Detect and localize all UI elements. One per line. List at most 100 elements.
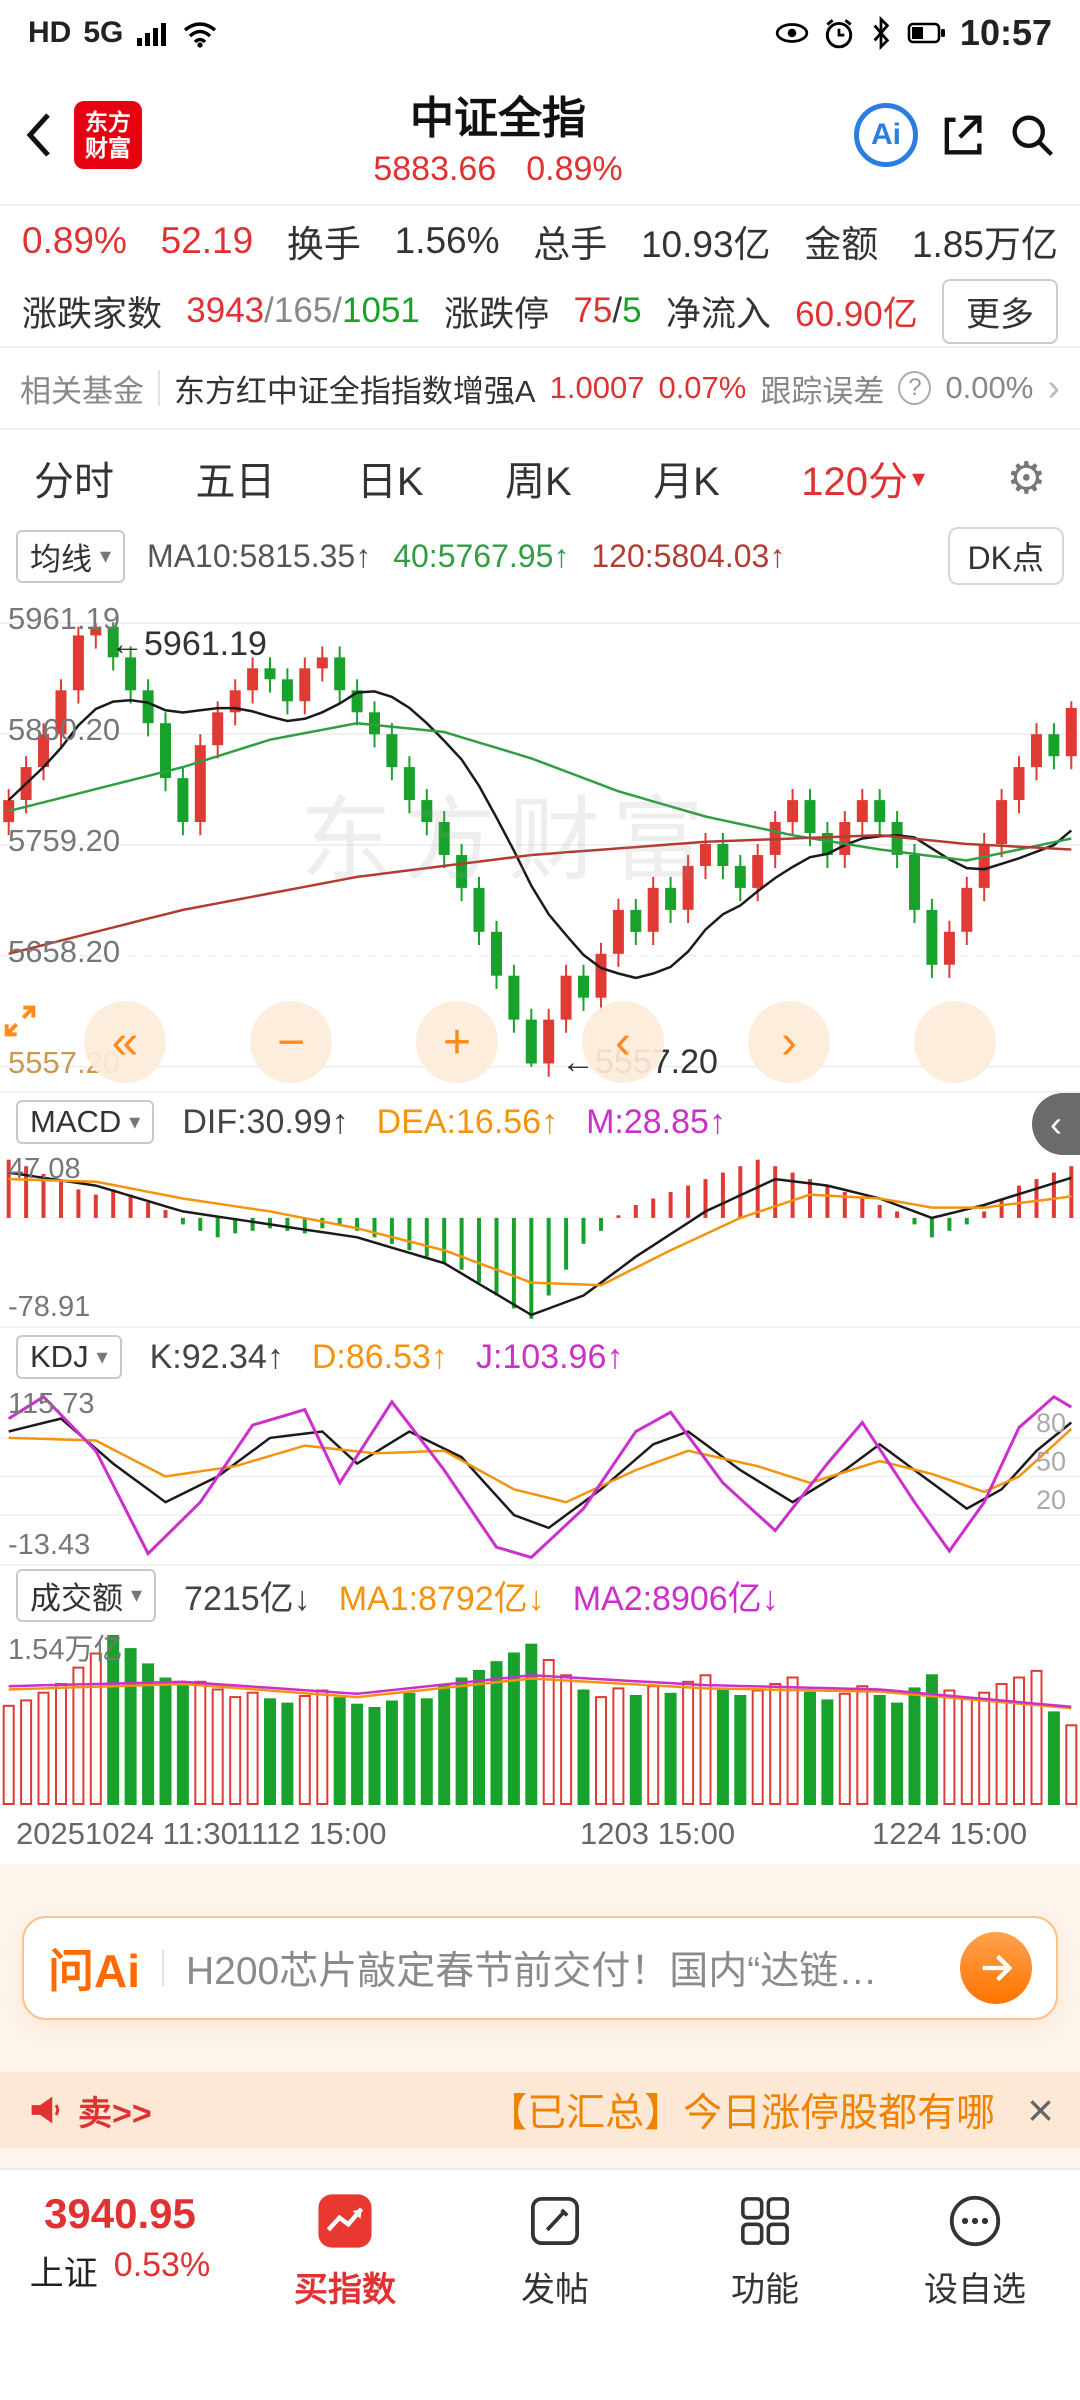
adv-dec-values: 3943/165/1051 bbox=[186, 291, 420, 330]
caret-down-icon: ▾ bbox=[912, 462, 926, 493]
close-icon[interactable]: × bbox=[1027, 2084, 1054, 2136]
candlestick-svg[interactable]: ←5961.19←5557.20 bbox=[0, 586, 1080, 1091]
tab-rik[interactable]: 日K bbox=[356, 460, 424, 504]
dk-point-button[interactable]: DK点 bbox=[947, 527, 1064, 585]
divider bbox=[162, 1950, 164, 1986]
stats-row-1: 0.89% 52.19 换手 1.56% 总手 10.93亿 金额 1.85万亿 bbox=[0, 206, 1080, 276]
index-pct: 0.53% bbox=[113, 2246, 211, 2284]
stats-row-2: 涨跌家数 3943/165/1051 涨跌停 75/5 净流入 60.90亿 更… bbox=[0, 276, 1080, 346]
search-icon[interactable] bbox=[1006, 109, 1058, 161]
tab-zhouk[interactable]: 周K bbox=[505, 460, 572, 504]
macd-max-label: 47.08 bbox=[8, 1153, 81, 1185]
help-icon[interactable]: ? bbox=[898, 371, 932, 405]
x-label-2: 1112 15:00 bbox=[236, 1816, 387, 1851]
svg-text:←5961.19: ←5961.19 bbox=[110, 625, 267, 663]
inflow-value: 60.90亿 bbox=[795, 294, 918, 334]
nav-index-summary[interactable]: 3940.95 上证 0.53% bbox=[0, 2190, 240, 2295]
j-value: J:103.96↑ bbox=[475, 1337, 624, 1376]
volume-selector[interactable]: 成交额 ▾ bbox=[16, 1568, 157, 1622]
back-icon[interactable] bbox=[22, 107, 56, 163]
chevron-right-icon: › bbox=[1047, 366, 1060, 409]
candlestick-chart[interactable]: 东方财富 ←5961.19←5557.20 5961.195860.205759… bbox=[0, 586, 1080, 1091]
share-icon[interactable] bbox=[936, 109, 988, 161]
bottom-navigation: 3940.95 上证 0.53% 买指数 发帖 功能 设自选 bbox=[0, 2168, 1080, 2386]
title-block: 中证全指 5883.66 0.89% bbox=[160, 82, 836, 189]
hd-indicator: HD bbox=[28, 16, 72, 49]
arrow-right-icon[interactable] bbox=[960, 1932, 1032, 2004]
collapse-panel-button[interactable]: ‹ bbox=[1032, 1093, 1080, 1155]
y-axis-tick: 5860.20 bbox=[8, 711, 121, 747]
fund-pct: 0.07% bbox=[658, 370, 747, 405]
k-value: K:92.34↑ bbox=[149, 1337, 284, 1376]
divider bbox=[158, 370, 160, 406]
turnover-value: 1.56% bbox=[394, 220, 500, 261]
lower-section: 问Ai H200芯片敲定春节前交付！国内“达链… 卖>> 【已汇总】今日涨停股都… bbox=[0, 1864, 1080, 2168]
volume-header: 成交额 ▾ 7215亿↓ MA1:8792亿↓ MA2:8906亿↓ bbox=[0, 1564, 1080, 1624]
macd-svg[interactable] bbox=[0, 1151, 1080, 1326]
x-label-1: 20251024 11:30 bbox=[16, 1816, 238, 1851]
ma-indicator-bar: 均线 ▾ MA10:5815.35↑ 40:5767.95↑ 120:5804.0… bbox=[0, 526, 1080, 586]
battery-icon bbox=[907, 22, 945, 44]
nav-item-functions[interactable]: 功能 bbox=[660, 2190, 870, 2311]
zoom-in-button[interactable]: + bbox=[416, 1001, 498, 1083]
eye-icon bbox=[775, 23, 809, 43]
tab-wuri[interactable]: 五日 bbox=[195, 460, 276, 504]
dea-value: DEA:16.56↑ bbox=[376, 1102, 559, 1141]
scroll-right-button[interactable]: › bbox=[748, 1001, 830, 1083]
index-name: 上证 bbox=[29, 2255, 98, 2293]
nav-item-post[interactable]: 发帖 bbox=[450, 2190, 660, 2311]
kdj-min-label: -13.43 bbox=[8, 1529, 91, 1561]
related-fund-row[interactable]: 相关基金 东方红中证全指指数增强A 1.0007 0.07% 跟踪误差 ? 0.… bbox=[0, 346, 1080, 430]
tab-fenshi[interactable]: 分时 bbox=[34, 460, 114, 504]
change-amount: 52.19 bbox=[160, 220, 254, 261]
period-tabs: 分时 五日 日K 周K 月K 120分 ▾ ⚙ bbox=[0, 430, 1080, 526]
kdj-selector[interactable]: KDJ ▾ bbox=[16, 1335, 122, 1379]
kdj-chart[interactable]: 80 50 20 115.73 -13.43 bbox=[0, 1386, 1080, 1564]
tab-120min-active[interactable]: 120分 ▾ bbox=[801, 460, 926, 504]
volume-total: 7215亿↓ bbox=[184, 1579, 311, 1618]
ai-button[interactable]: Ai bbox=[854, 103, 918, 167]
volume-chart[interactable]: 1.54万亿 bbox=[0, 1624, 1080, 1808]
kdj-svg[interactable]: 80 50 20 bbox=[0, 1386, 1080, 1564]
scroll-left-button[interactable]: ‹ bbox=[582, 1001, 664, 1083]
macd-min-label: -78.91 bbox=[8, 1291, 91, 1323]
eastmoney-logo[interactable]: 东方 财富 bbox=[74, 101, 142, 169]
macd-header: MACD ▾ DIF:30.99↑ DEA:16.56↑ M:28.85↑ ‹ bbox=[0, 1091, 1080, 1155]
y-axis-tick: 5961.19 bbox=[8, 601, 121, 637]
macd-selector[interactable]: MACD ▾ bbox=[16, 1100, 155, 1144]
volume-svg[interactable] bbox=[0, 1624, 1080, 1808]
macd-chart[interactable]: 47.08 -78.91 bbox=[0, 1151, 1080, 1326]
tab-yuek[interactable]: 月K bbox=[653, 460, 720, 504]
ask-ai-banner[interactable]: 问Ai H200芯片敲定春节前交付！国内“达链… bbox=[22, 1916, 1058, 2020]
fund-name: 东方红中证全指指数增强A bbox=[173, 373, 536, 409]
watchlist-icon bbox=[949, 2195, 1001, 2247]
amount-value: 1.85万亿 bbox=[911, 224, 1058, 265]
ask-ai-text: H200芯片敲定春节前交付！国内“达链… bbox=[186, 1950, 878, 1993]
ma-selector[interactable]: 均线 ▾ bbox=[16, 529, 126, 583]
fullscreen-icon[interactable] bbox=[4, 1001, 996, 1083]
nav-item-watchlist[interactable]: 设自选 bbox=[870, 2190, 1080, 2311]
alarm-clock-icon bbox=[825, 19, 853, 49]
bluetooth-icon bbox=[873, 16, 890, 50]
gear-icon[interactable]: ⚙ bbox=[1006, 453, 1046, 503]
post-icon bbox=[530, 2196, 580, 2246]
more-button[interactable]: 更多 bbox=[942, 278, 1058, 344]
volume-label: 总手 bbox=[533, 224, 608, 265]
y-axis-tick: 5658.20 bbox=[8, 933, 121, 969]
promo-text[interactable]: 【已汇总】今日涨停股都有哪 bbox=[488, 2092, 996, 2135]
volume-ma1: MA1:8792亿↓ bbox=[338, 1579, 545, 1618]
scroll-left-fast-button[interactable]: « bbox=[84, 1001, 166, 1083]
wifi-icon bbox=[184, 22, 217, 48]
inflow-label: 净流入 bbox=[665, 294, 771, 334]
megaphone-icon bbox=[31, 2096, 60, 2124]
ma10-value: MA10:5815.35↑ bbox=[147, 537, 372, 574]
nav-item-buy-index[interactable]: 买指数 bbox=[240, 2190, 450, 2311]
limit-values: 75/5 bbox=[573, 291, 642, 330]
promo-bar[interactable]: 卖>> 【已汇总】今日涨停股都有哪 × bbox=[0, 2072, 1080, 2148]
promo-tag: 卖>> bbox=[78, 2094, 152, 2133]
chart-controls: « − + ‹ › bbox=[0, 1001, 1080, 1083]
y-axis-tick: 5759.20 bbox=[8, 822, 121, 858]
m-value: M:28.85↑ bbox=[586, 1102, 726, 1141]
zoom-out-button[interactable]: − bbox=[250, 1001, 332, 1083]
header-change-pct: 0.89% bbox=[526, 149, 623, 188]
